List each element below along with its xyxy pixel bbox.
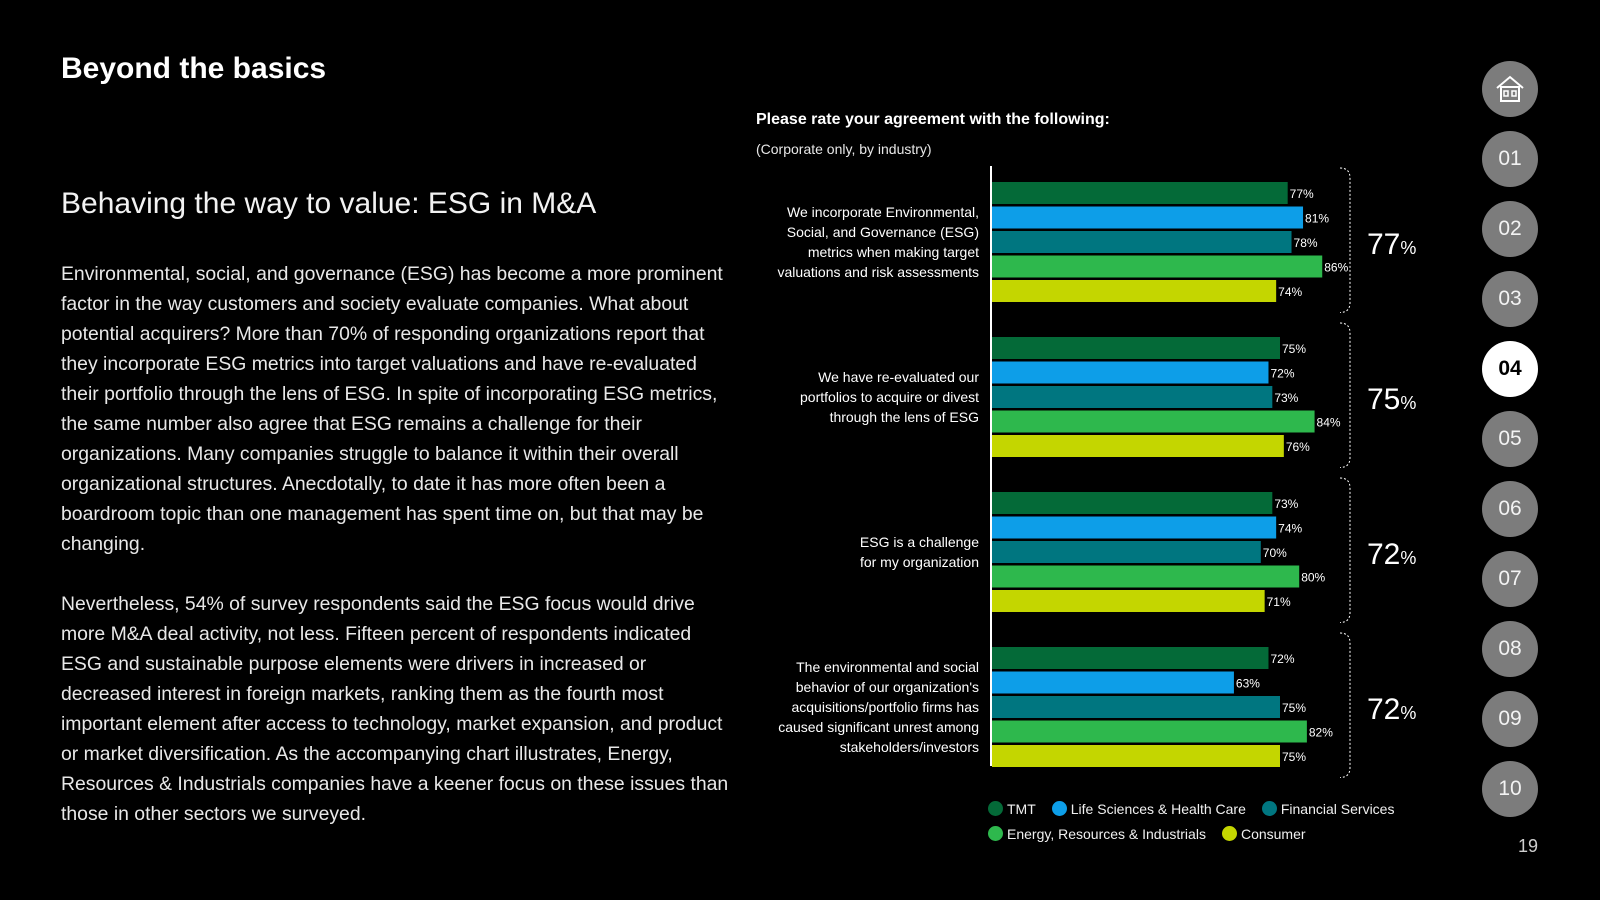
category-label: We have re-evaluated our portfolios to ac… [800,369,979,425]
nav-item-02[interactable]: 02 [1482,201,1538,257]
legend-item-financial-services: Financial Services [1261,800,1395,817]
bar-value-label: 77% [1290,187,1314,201]
group-bracket [1339,632,1351,778]
group-bracket [1339,322,1351,468]
category-label: We incorporate Environmental, Social, and… [777,204,979,280]
page-number: 19 [1518,836,1539,856]
legend-row-1: TMT Life Sciences & Health Care Financia… [988,796,1428,821]
bar-group1-series1 [992,182,1288,204]
legend-item-consumer: Consumer [1221,825,1306,842]
nav-item-10[interactable]: 10 [1482,761,1538,817]
bar-group1-series4 [992,255,1323,278]
bar-group1-series2 [992,206,1304,229]
legend-swatch-financial-services [1261,801,1277,816]
group-total-label: 75% [1367,383,1416,416]
bar-group2-series2 [992,361,1269,384]
bar-group4-series3 [992,696,1280,718]
bar-value-label: 75% [1282,750,1306,764]
category-label: ESG is a challenge for my organization [860,534,979,570]
bar-value-label: 78% [1294,236,1318,250]
legend-label-consumer: Consumer [1240,825,1306,842]
bar-value-label: 73% [1274,391,1298,405]
bar-group2-series3 [992,386,1273,408]
bar-group3-series3 [992,541,1261,563]
group-bracket [1339,477,1351,623]
nav-item-08[interactable]: 08 [1482,621,1538,677]
legend-item-life-sciences: Life Sciences & Health Care [1051,800,1246,817]
esg-agreement-bar-chart: 77% 81% 78% 86% 74% We incorporate Environmen… [777,166,1416,778]
bar-group1-series3 [992,231,1292,253]
nav-item-05[interactable]: 05 [1482,411,1538,467]
legend-label-tmt: TMT [1007,800,1036,817]
bar-group4-series5 [992,745,1280,767]
nav-item-01[interactable]: 01 [1482,131,1538,187]
legend-swatch-consumer [1221,826,1237,841]
nav-item-06[interactable]: 06 [1482,481,1538,537]
bar-group2-series5 [992,435,1284,457]
legend-label-energy: Energy, Resources & Industrials [1007,825,1206,842]
bar-value-label: 72% [1270,367,1294,381]
home-icon [1496,75,1524,102]
bar-value-label: 74% [1278,522,1302,536]
legend-swatch-life-sciences [1051,801,1067,816]
bar-group3-series2 [992,516,1277,539]
bar-group3-series4 [992,565,1300,588]
category-label: The environmental and social behavior of … [778,659,979,755]
bar-value-label: 72% [1270,652,1294,666]
legend-row-2: Energy, Resources & Industrials Consumer [988,821,1428,846]
legend-label-financial-services: Financial Services [1280,800,1395,817]
bar-value-label: 86% [1324,261,1348,275]
legend-label-life-sciences: Life Sciences & Health Care [1070,800,1246,817]
group-total-label: 77% [1367,228,1416,261]
chart-title: Please rate your agreement with the foll… [756,111,1110,128]
bar-group3-series5 [992,590,1265,612]
bar-value-label: 74% [1278,285,1302,299]
nav-item-09[interactable]: 09 [1482,691,1538,747]
bar-group4-series1 [992,647,1269,669]
legend-swatch-energy [988,826,1003,841]
bar-value-label: 75% [1282,701,1306,715]
body-paragraph-1: Environmental, social, and governance (E… [61,263,723,555]
bar-value-label: 81% [1305,212,1329,226]
bar-group2-series4 [992,410,1315,433]
home-button[interactable] [1482,61,1538,117]
bar-value-label: 80% [1301,571,1325,585]
chart-legend: TMT Life Sciences & Health Care Financia… [988,796,1428,846]
bar-value-label: 75% [1282,342,1306,356]
nav-item-04[interactable]: 04 [1482,341,1538,397]
nav-item-03[interactable]: 03 [1482,271,1538,327]
body-paragraph-2: Nevertheless, 54% of survey respondents … [61,593,729,825]
nav-item-07[interactable]: 07 [1482,551,1538,607]
section-subtitle: Behaving the way to value: ESG in M&A [61,187,597,220]
group-total-label: 72% [1367,693,1416,726]
bar-value-label: 76% [1286,440,1310,454]
group-total-label: 72% [1367,538,1416,571]
group-bracket [1339,167,1351,313]
bar-value-label: 82% [1309,726,1333,740]
page-title: Beyond the basics [61,52,327,85]
chart-subtitle: (Corporate only, by industry) [756,141,932,157]
bar-value-label: 71% [1267,595,1291,609]
legend-swatch-tmt [988,801,1003,816]
bar-value-label: 73% [1274,497,1298,511]
bar-group1-series5 [992,280,1277,302]
bar-value-label: 84% [1317,416,1341,430]
bar-group4-series4 [992,720,1307,743]
legend-item-tmt: TMT [988,801,1036,817]
bar-group3-series1 [992,492,1273,514]
bar-value-label: 63% [1236,677,1260,691]
bar-group2-series1 [992,337,1280,359]
bar-group4-series2 [992,671,1234,694]
bar-value-label: 70% [1263,546,1287,560]
legend-item-energy: Energy, Resources & Industrials [988,826,1206,842]
